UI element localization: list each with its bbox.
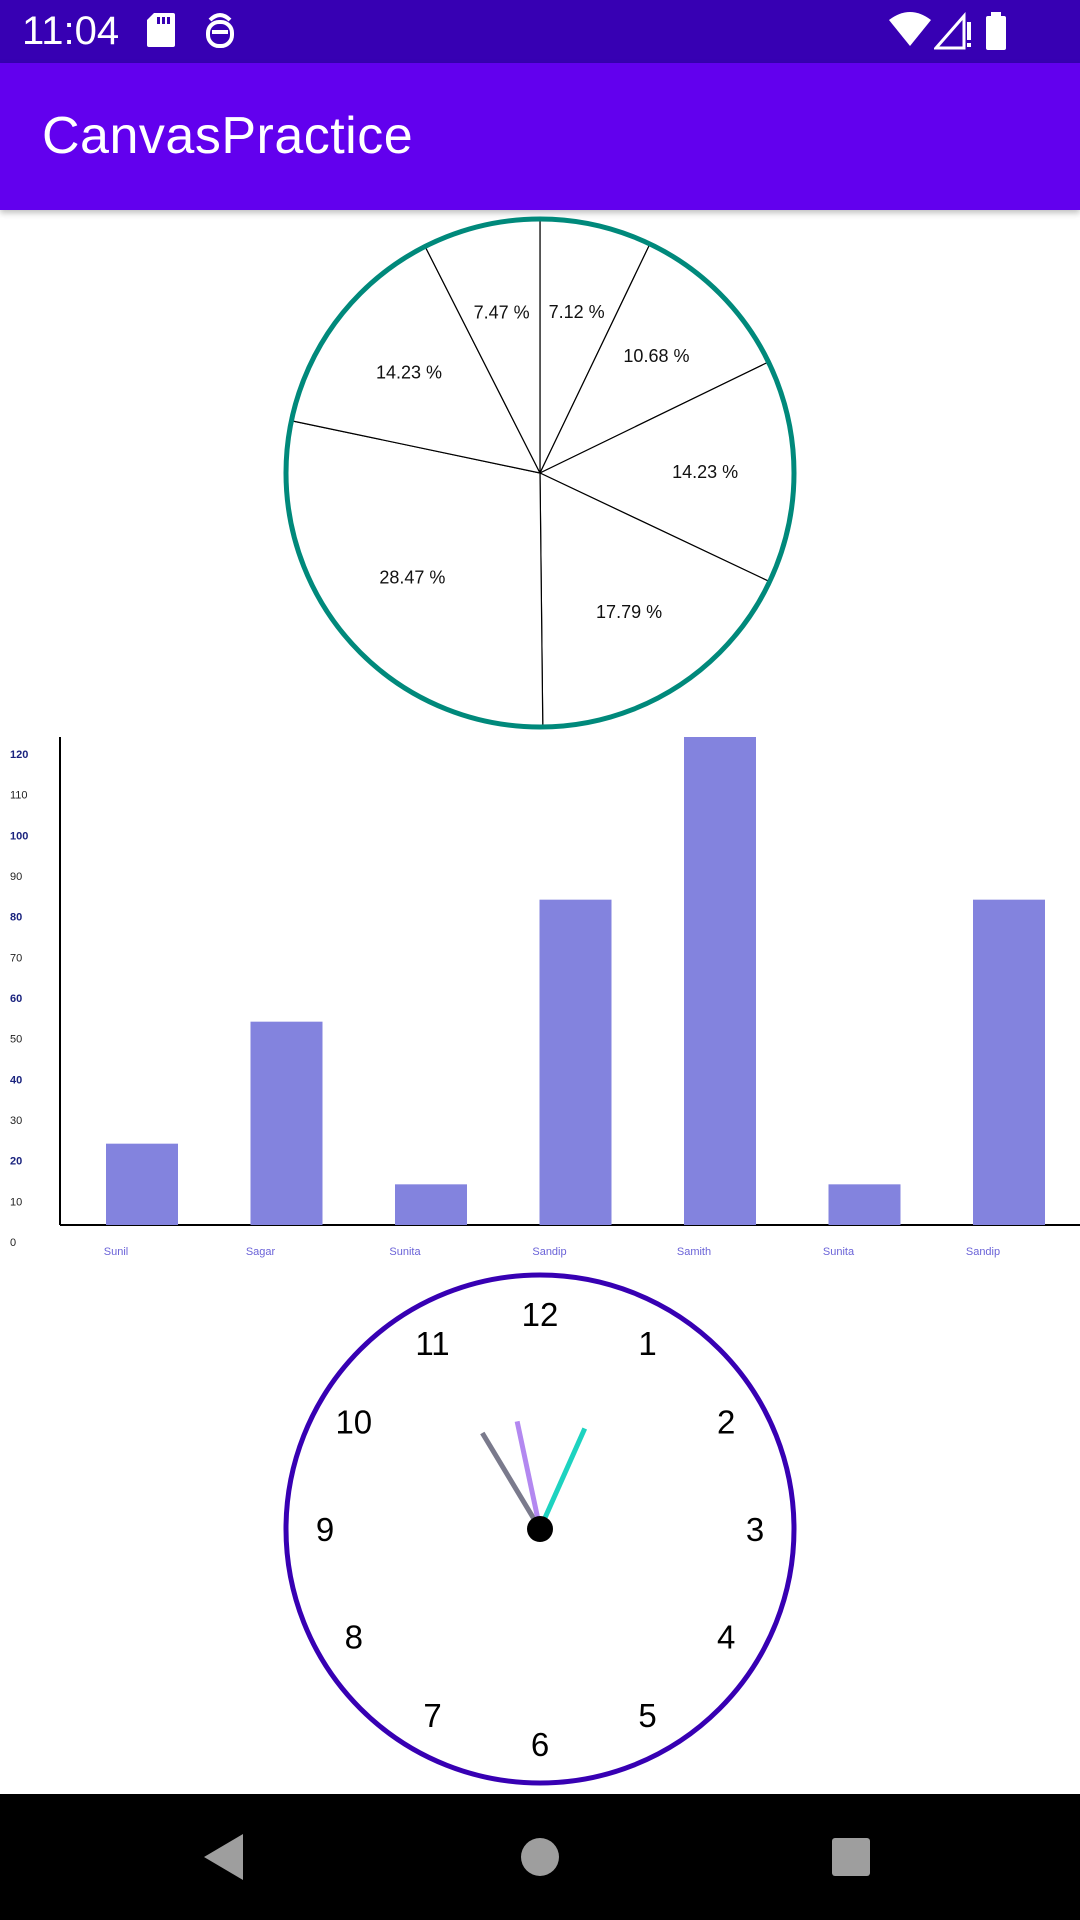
clock-center [527,1516,553,1542]
clock-number-2: 2 [717,1404,735,1441]
clock-number-11: 11 [415,1325,449,1362]
pie-slice-label-2: 14.23 % [672,462,738,482]
sd-card-icon [147,13,175,47]
y-tick-label-6: 60 [10,993,22,1005]
status-time: 11:04 [22,9,120,53]
x-tick-label-1: Sagar [246,1246,276,1258]
clock-number-1: 1 [638,1325,656,1362]
clock-number-8: 8 [345,1619,363,1656]
bar-2 [395,1184,467,1225]
app-bar: CanvasPractice [0,63,1080,210]
clock-number-10: 10 [335,1404,372,1441]
pie-outline [283,216,797,730]
y-tick-label-7: 70 [10,952,22,964]
clock-number-5: 5 [638,1697,656,1734]
y-tick-label-2: 20 [10,1156,22,1168]
status-bar: 11:04 [0,0,1080,63]
pie-slice-label-6: 7.47 % [474,302,530,322]
clock-number-9: 9 [316,1511,334,1548]
y-tick-label-5: 50 [10,1034,22,1046]
debug-icon [206,13,234,48]
second-hand [537,1427,588,1531]
y-tick-label-3: 30 [10,1115,22,1127]
y-tick-label-0: 0 [10,1237,16,1249]
bar-6 [973,899,1045,1225]
bar-1 [250,1021,323,1225]
x-tick-label-3: Sandip [532,1246,566,1258]
x-tick-label-4: Samith [677,1246,711,1258]
clock-number-7: 7 [423,1697,441,1734]
battery-icon [986,12,1006,50]
bar-3 [539,899,612,1225]
y-tick-label-11: 110 [10,790,28,802]
hour-hand [480,1431,543,1531]
minute-hand [514,1420,543,1530]
home-circle-icon[interactable] [477,1794,603,1920]
pie-slice-label-5: 14.23 % [376,363,442,383]
x-tick-label-0: Sunil [104,1246,128,1258]
pie-slice-label-3: 17.79 % [596,602,662,622]
clock-number-6: 6 [531,1726,549,1763]
y-tick-label-12: 120 [10,749,28,761]
pie-slice-label-4: 28.47 % [379,568,445,588]
navigation-bar [0,1794,1080,1920]
y-tick-label-8: 80 [10,912,22,924]
y-tick-label-1: 10 [10,1196,22,1208]
clock-number-12: 12 [522,1296,559,1333]
pie-slice-label-1: 10.68 % [623,346,689,366]
wifi-icon [889,12,931,46]
clock-number-4: 4 [717,1619,735,1656]
bar-0 [106,1143,178,1225]
x-tick-label-5: Sunita [823,1246,855,1258]
pie-slice-label-0: 7.12 % [549,302,605,322]
y-tick-label-9: 90 [10,871,22,883]
recents-square-icon[interactable] [788,1794,914,1920]
x-tick-label-6: Sandip [966,1246,1000,1258]
bar-5 [828,1184,901,1225]
y-tick-label-4: 40 [10,1074,22,1086]
y-tick-label-10: 100 [10,830,28,842]
signal-icon [934,12,971,50]
bar-chart: 0 10 20 30 40 50 60 70 80 90 100 110 120 Sunil Sagar Su… [10,737,1080,1258]
x-tick-label-2: Sunita [389,1246,421,1258]
clock-number-3: 3 [746,1511,764,1548]
bar-4 [684,737,756,1225]
pie-chart: 7.12 % 10.68 % 14.23 % 17.79 % 28.47 % 14.23 … [283,216,797,730]
back-triangle-icon[interactable] [163,1794,289,1920]
app-title: CanvasPractice [42,107,414,165]
